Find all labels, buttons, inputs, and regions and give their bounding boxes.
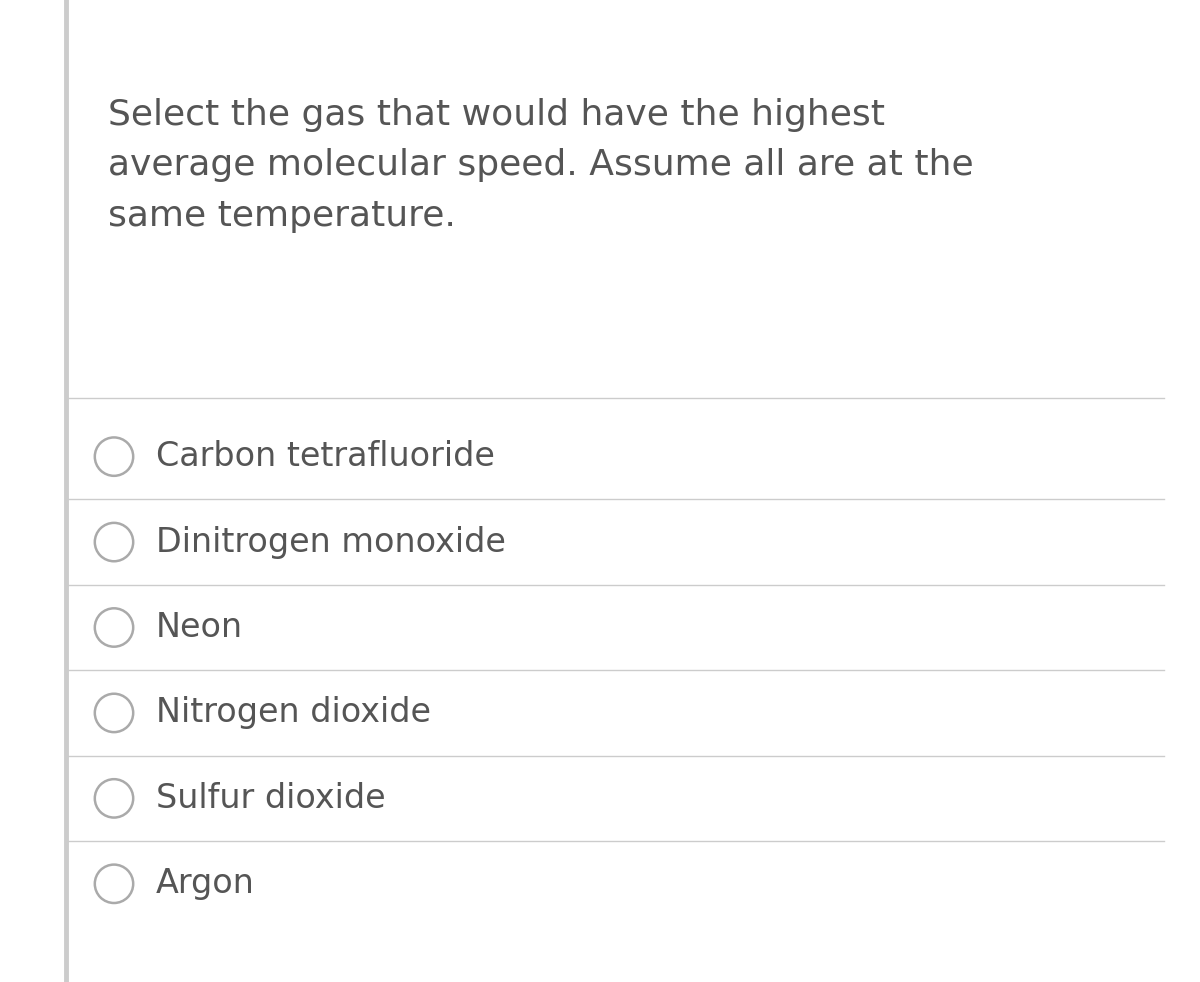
Text: Sulfur dioxide: Sulfur dioxide xyxy=(156,782,385,815)
Text: Nitrogen dioxide: Nitrogen dioxide xyxy=(156,696,431,730)
Text: Select the gas that would have the highest
average molecular speed. Assume all a: Select the gas that would have the highe… xyxy=(108,98,973,233)
Text: Argon: Argon xyxy=(156,867,254,900)
Text: Carbon tetrafluoride: Carbon tetrafluoride xyxy=(156,440,494,473)
Text: Neon: Neon xyxy=(156,611,244,644)
Text: Dinitrogen monoxide: Dinitrogen monoxide xyxy=(156,525,506,559)
